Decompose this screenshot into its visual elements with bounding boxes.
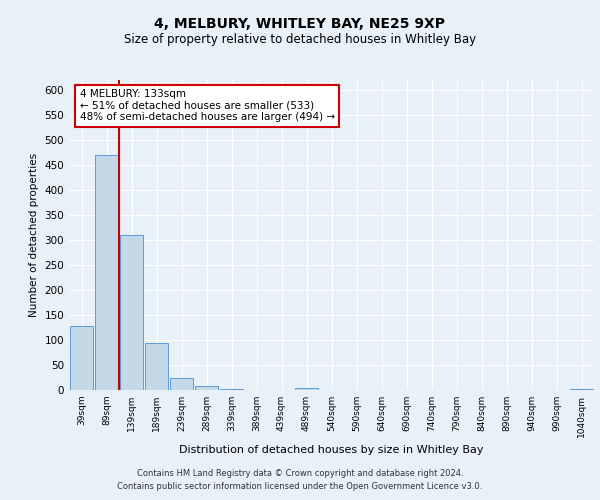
Bar	[145, 342, 168, 390]
Bar	[95, 155, 118, 390]
Text: 4 MELBURY: 133sqm
← 51% of detached houses are smaller (533)
48% of semi-detache: 4 MELBURY: 133sqm ← 51% of detached hous…	[79, 90, 335, 122]
Bar	[220, 388, 243, 390]
Bar	[295, 388, 318, 390]
Bar	[570, 388, 593, 390]
X-axis label: Distribution of detached houses by size in Whitley Bay: Distribution of detached houses by size …	[179, 445, 484, 455]
Y-axis label: Number of detached properties: Number of detached properties	[29, 153, 39, 317]
Text: 4, MELBURY, WHITLEY BAY, NE25 9XP: 4, MELBURY, WHITLEY BAY, NE25 9XP	[155, 18, 445, 32]
Text: Size of property relative to detached houses in Whitley Bay: Size of property relative to detached ho…	[124, 32, 476, 46]
Bar	[70, 326, 93, 390]
Bar	[170, 378, 193, 390]
Text: Contains HM Land Registry data © Crown copyright and database right 2024.: Contains HM Land Registry data © Crown c…	[137, 468, 463, 477]
Text: Contains public sector information licensed under the Open Government Licence v3: Contains public sector information licen…	[118, 482, 482, 491]
Bar	[120, 235, 143, 390]
Bar	[195, 386, 218, 390]
